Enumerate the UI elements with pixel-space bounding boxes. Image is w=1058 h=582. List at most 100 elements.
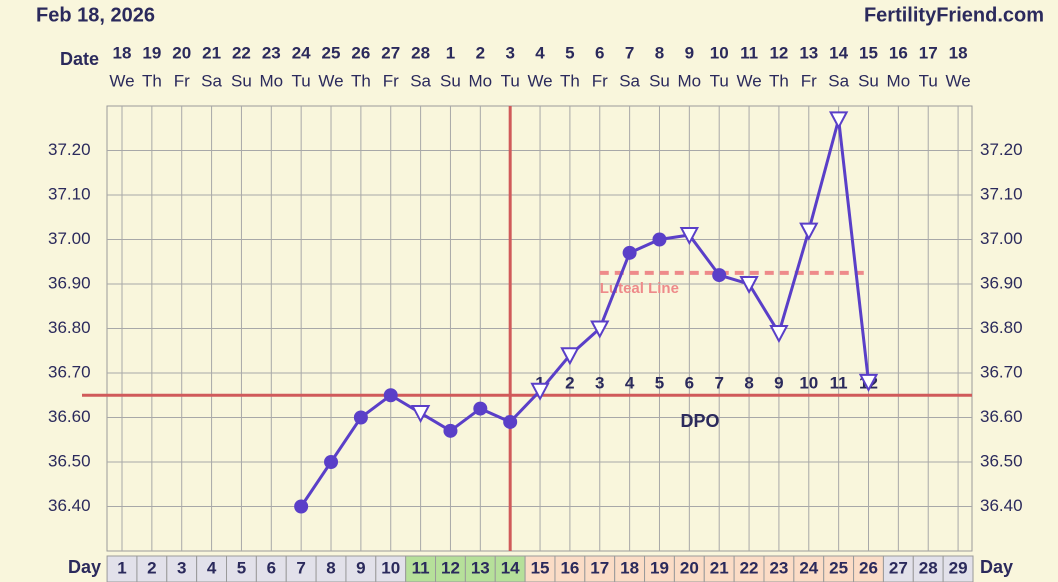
weekday-label: Su (440, 71, 461, 90)
y-tick-label: 36.70 (48, 362, 91, 381)
date-label: 1 (446, 43, 455, 62)
temperature-line (299, 118, 870, 508)
weekday-label: We (736, 71, 761, 90)
date-label: 24 (292, 43, 311, 62)
temp-point (383, 388, 398, 403)
day-number: 25 (829, 558, 848, 577)
weekday-label: Tu (710, 71, 729, 90)
day-number: 8 (326, 558, 335, 577)
date-label: 15 (859, 43, 878, 62)
y-tick-label: 36.50 (48, 451, 91, 470)
temp-point (769, 324, 789, 344)
day-cell (554, 555, 586, 582)
weekday-label: Th (560, 71, 580, 90)
weekday-label: We (527, 71, 552, 90)
date-label: 27 (381, 43, 400, 62)
date-label: 22 (232, 43, 251, 62)
temp-point (858, 373, 879, 393)
dpo-number: 6 (685, 373, 694, 392)
y-tick-label: 37.00 (48, 229, 91, 248)
weekday-label: Th (351, 71, 371, 90)
weekday-label: Sa (828, 71, 849, 90)
day-cell (405, 555, 437, 582)
day-number: 11 (412, 558, 430, 577)
day-number: 13 (471, 558, 490, 577)
date-label: 28 (411, 43, 430, 62)
weekday-label: Su (231, 71, 252, 90)
temp-point (503, 414, 518, 429)
date-label: 5 (565, 43, 574, 62)
dpo-number: 11 (830, 373, 848, 392)
dpo-number: 3 (595, 373, 604, 392)
day-number: 10 (381, 558, 400, 577)
day-cell (285, 555, 317, 582)
weekday-label: Su (649, 71, 670, 90)
temp-point (712, 268, 727, 283)
weekday-label: Tu (501, 71, 520, 90)
dpo-number: 5 (655, 373, 664, 392)
dpo-number: 4 (625, 373, 635, 392)
date-label: 11 (740, 43, 758, 62)
day-number: 7 (296, 558, 305, 577)
weekday-label: Mo (887, 71, 911, 90)
day-number: 5 (237, 558, 246, 577)
temp-point (590, 320, 610, 339)
day-cell (494, 555, 526, 582)
chart-title: Feb 18, 2026 (36, 4, 155, 26)
y-tick-label: 37.20 (980, 140, 1023, 159)
date-label: 25 (322, 43, 341, 62)
y-tick-label: 36.60 (980, 407, 1023, 426)
day-number: 17 (590, 558, 609, 577)
date-label: 13 (799, 43, 818, 62)
date-label: 26 (351, 43, 370, 62)
y-tick-label: 36.90 (48, 273, 91, 292)
day-cell (733, 555, 765, 582)
day-number: 14 (501, 558, 520, 577)
weekday-label: Fr (383, 71, 399, 90)
day-cell (136, 555, 168, 582)
day-number: 12 (441, 558, 460, 577)
y-tick-label: 36.60 (48, 407, 91, 426)
day-cell (823, 555, 855, 582)
temp-point (799, 222, 819, 241)
day-number: 20 (680, 558, 699, 577)
weekday-label: We (318, 71, 343, 90)
day-cell (166, 555, 198, 582)
day-number: 1 (117, 558, 126, 577)
date-label: 21 (202, 43, 221, 62)
date-label: 18 (949, 43, 968, 62)
day-cell (673, 555, 705, 582)
weekday-label: Sa (201, 71, 222, 90)
day-number: 28 (919, 558, 938, 577)
y-tick-label: 36.40 (48, 496, 91, 515)
y-tick-label: 36.70 (980, 362, 1023, 381)
day-number: 29 (949, 558, 968, 577)
y-tick-label: 37.10 (48, 184, 91, 203)
day-cell (435, 555, 466, 582)
day-cell (106, 555, 138, 582)
y-tick-label: 36.80 (980, 318, 1023, 337)
weekday-label: Mo (259, 71, 283, 90)
weekday-label: We (109, 71, 134, 90)
day-cell (464, 555, 496, 582)
day-cell (375, 555, 407, 582)
date-label: 2 (476, 43, 485, 62)
weekday-label: We (945, 71, 970, 90)
weekday-label: Sa (410, 71, 431, 90)
day-number: 16 (560, 558, 579, 577)
weekday-label: Fr (592, 71, 608, 90)
day-cell (584, 555, 616, 582)
y-tick-label: 36.80 (48, 318, 91, 337)
weekday-label: Th (142, 71, 162, 90)
weekday-label: Tu (919, 71, 938, 90)
y-tick-label: 36.50 (980, 451, 1023, 470)
day-number: 15 (531, 558, 550, 577)
day-number: 2 (147, 558, 156, 577)
temp-point (622, 245, 637, 260)
temp-point (410, 405, 431, 424)
day-number: 9 (356, 558, 365, 577)
day-cell (853, 555, 884, 582)
day-cell (524, 555, 556, 582)
day-label: Day (68, 557, 101, 577)
